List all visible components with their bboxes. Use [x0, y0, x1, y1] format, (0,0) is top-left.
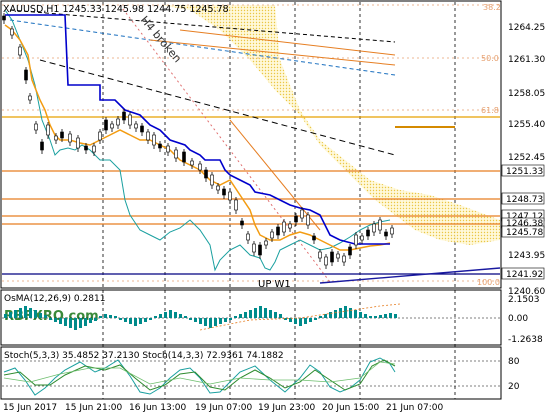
- time-tick: 19 Jun 07:00: [195, 403, 252, 413]
- main-chart-frame: [0, 0, 502, 289]
- time-tick: 16 Jun 13:00: [129, 403, 186, 413]
- ma-orange-line: [4, 24, 391, 251]
- up-w1-label: UP W1: [258, 279, 291, 290]
- sr-levels: [2, 170, 500, 225]
- time-tick: 20 Jun 15:00: [322, 403, 379, 413]
- price-tick: 1264.25: [508, 23, 545, 33]
- osma-frame: [0, 289, 502, 346]
- price-box-label: 1246.38: [506, 219, 543, 229]
- stoch-main-line: [3, 357, 396, 396]
- price-box-label: 1251.33: [506, 167, 543, 177]
- time-tick: 19 Jun 23:00: [258, 403, 315, 413]
- fibo-label-50: 50.0: [481, 54, 499, 63]
- time-tick: 21 Jun 07:00: [386, 403, 443, 413]
- price-tick: 1261.30: [508, 55, 545, 65]
- osma-tick: 0.00: [508, 314, 528, 324]
- osma-tick: -1.2638: [508, 335, 543, 345]
- fibo-label-100: 100.0: [477, 278, 500, 287]
- price-box-label: 1247.12: [506, 212, 543, 222]
- price-box-label: 1248.73: [506, 195, 543, 205]
- price-tick: 1240.60: [508, 287, 545, 297]
- price-boxes: 1251.33 1248.73 1247.12 1246.38 1245.78 …: [501, 164, 545, 280]
- fibo-label-61: 61.8: [481, 106, 499, 115]
- ma-teal-line: [4, 9, 391, 272]
- price-axis: 1264.25 1261.30 1258.05 1255.40 1252.45 …: [508, 23, 545, 297]
- stoch-label: Stoch(5,3,3) 35.4852 37.2130 Stoch(14,3,…: [4, 351, 284, 361]
- stoch-frame: [0, 346, 502, 400]
- price-tick: 1255.40: [508, 120, 545, 130]
- osma-axis: 2.1503 0.00 -1.2638: [508, 295, 543, 345]
- symbol-header: XAUUSD,H1 1245.33 1245.98 1244.75 1245.7…: [3, 4, 229, 15]
- price-box-label: 1245.78: [506, 228, 543, 238]
- time-axis: 15 Jun 2017 15 Jun 21:00 16 Jun 13:00 19…: [3, 403, 443, 413]
- stoch-axis: 80 20: [508, 357, 520, 392]
- osma-label: OsMA(12,26,9) 0.2811: [4, 294, 105, 304]
- price-box-label: 1241.92: [506, 270, 543, 280]
- osma-tick: 2.1503: [508, 295, 540, 305]
- stoch-tick: 80: [508, 357, 520, 367]
- candlesticks: [2, 13, 394, 269]
- price-tick: 1243.95: [508, 251, 545, 261]
- osma-histogram: [4, 306, 397, 330]
- time-tick: 15 Jun 21:00: [65, 403, 122, 413]
- stoch-levels: [2, 360, 500, 387]
- stoch-tick: 20: [508, 382, 520, 392]
- price-tick: 1252.45: [508, 153, 545, 163]
- stoch-slow-line: [3, 361, 396, 385]
- trend-lines: [9, 4, 501, 284]
- ma-blue-line: [5, 14, 390, 245]
- fibo-label-38: 38.2: [483, 3, 501, 12]
- vertical-grid: [102, 2, 456, 399]
- time-tick: 15 Jun 2017: [3, 403, 57, 413]
- fibo-levels: [2, 4, 500, 282]
- osma-signal-line: [199, 303, 401, 331]
- price-tick: 1258.05: [508, 89, 545, 99]
- ichimoku-cloud: [160, 5, 500, 245]
